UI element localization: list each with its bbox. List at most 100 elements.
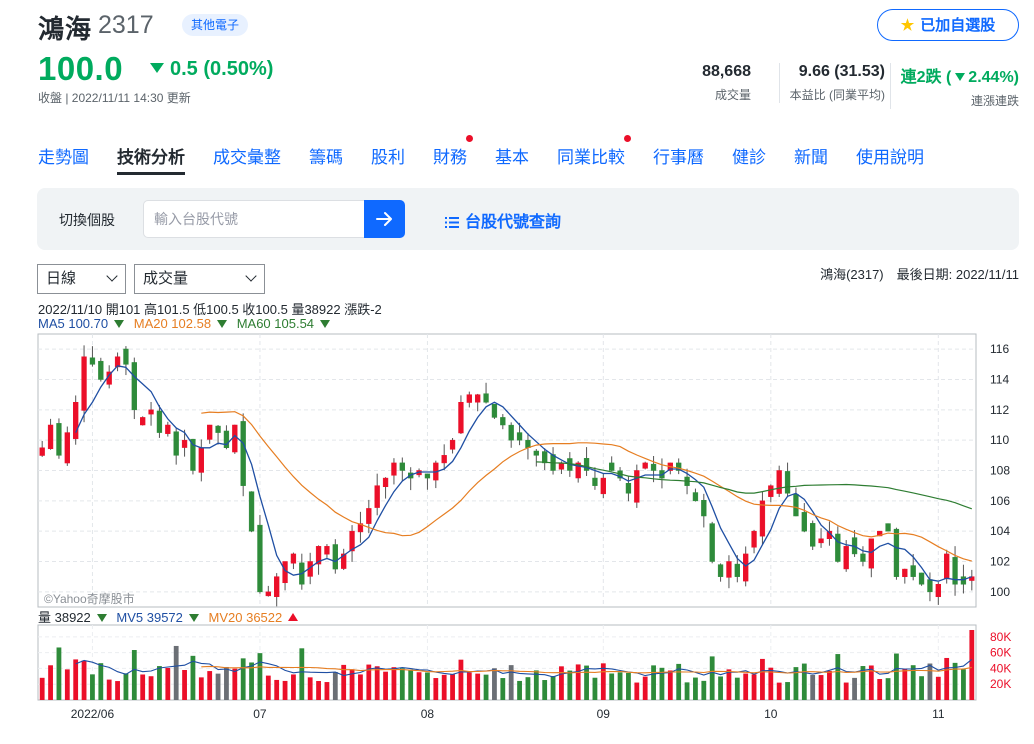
volume-bar <box>642 676 648 700</box>
tab-dividend[interactable]: 股利 <box>371 148 405 167</box>
volume-bar <box>257 653 263 700</box>
volume-bar <box>885 678 891 700</box>
stat-pe-label: 本益比 (同業平均) <box>789 88 885 102</box>
update-status: 收盤 | 2022/11/11 14:30 更新 <box>38 91 191 105</box>
tab-trade-summary[interactable]: 成交彙整 <box>213 148 281 167</box>
code-lookup-link[interactable]: 台股代號查詢 <box>445 208 561 232</box>
candle <box>918 572 925 585</box>
volume-bar <box>483 674 489 700</box>
tab-peer-compare[interactable]: 同業比較 <box>557 135 631 175</box>
tab-technical[interactable]: 技術分析 <box>117 143 185 175</box>
candle <box>743 553 749 582</box>
price-tick-label: 112 <box>990 403 1009 417</box>
stat-streak: 連2跌 (2.44%) 連漲連跌 <box>889 63 1019 109</box>
candle <box>290 553 297 564</box>
ma60-legend: MA60 105.54 <box>236 316 315 331</box>
candle <box>475 394 481 403</box>
candle <box>717 564 724 577</box>
tab-trend[interactable]: 走勢圖 <box>38 148 89 167</box>
tab-chips[interactable]: 籌碼 <box>309 148 343 167</box>
candle <box>198 447 204 473</box>
candle <box>223 430 230 449</box>
stock-switch-panel: 切換個股 台股代號查詢 <box>37 188 1019 250</box>
candle <box>634 470 640 503</box>
stock-search-input[interactable] <box>143 200 365 238</box>
tab-financial[interactable]: 財務 <box>433 135 473 175</box>
candle <box>500 417 506 426</box>
volume-bar <box>265 675 271 700</box>
candle <box>207 424 213 440</box>
volume-bar <box>827 670 832 700</box>
indicator-select[interactable]: 成交量 <box>134 264 265 294</box>
volume-bar <box>165 667 171 700</box>
volume-tick-label: 60K <box>990 646 1011 660</box>
tab-calendar[interactable]: 行事曆 <box>653 148 704 167</box>
volume-bar <box>73 659 79 700</box>
down-triangle-icon <box>188 614 199 622</box>
period-select[interactable]: 日線 <box>37 264 126 294</box>
candle <box>935 584 941 598</box>
volume-bar <box>157 666 162 700</box>
tab-help[interactable]: 使用說明 <box>856 148 924 167</box>
volume-bar <box>215 673 221 700</box>
volume-bar <box>173 645 179 700</box>
search-submit-button[interactable] <box>364 200 405 238</box>
candle <box>349 530 355 552</box>
volume-bar <box>969 629 975 700</box>
ma5-legend: MA5 100.70 <box>38 316 109 331</box>
volume-tick-label: 80K <box>990 630 1011 644</box>
candle <box>332 544 338 570</box>
add-watchlist-button[interactable]: ★ 已加自選股 <box>877 9 1019 41</box>
candle <box>952 557 958 585</box>
volume-bar <box>106 679 112 700</box>
volume-tick-label: 20K <box>990 677 1011 691</box>
volume-bar <box>684 682 690 700</box>
candle <box>759 500 766 537</box>
volume-bar <box>567 670 573 700</box>
candle <box>701 499 707 517</box>
add-watchlist-label: 已加自選股 <box>920 16 996 34</box>
candle <box>156 410 163 433</box>
category-badge[interactable]: 其他電子 <box>182 14 249 36</box>
candle <box>64 432 70 464</box>
volume-bar <box>450 674 455 700</box>
down-triangle-icon <box>217 320 228 328</box>
volume-bar <box>542 680 548 700</box>
candle <box>274 576 280 597</box>
stock-code: 2317 <box>98 11 154 39</box>
volume-bar <box>316 680 321 700</box>
volume-bar <box>600 663 606 700</box>
candle <box>466 394 472 403</box>
mv20-line <box>201 665 972 674</box>
volume-bar <box>408 669 414 700</box>
volume-bar <box>701 680 707 700</box>
volume-bar <box>592 677 598 700</box>
volume-bar <box>90 674 95 700</box>
volume-bar <box>860 666 866 700</box>
candle <box>801 512 807 532</box>
candle <box>625 483 632 494</box>
volume-bar <box>810 675 816 700</box>
volume-bar <box>358 674 363 700</box>
candle <box>893 528 900 577</box>
volume-bar <box>651 665 656 700</box>
tab-news[interactable]: 新聞 <box>794 148 828 167</box>
candle <box>382 477 389 488</box>
volume-bar <box>525 677 531 700</box>
candle <box>265 591 271 597</box>
volume-bar <box>944 657 950 700</box>
candle <box>424 473 431 479</box>
notification-dot <box>624 135 631 142</box>
candle <box>969 576 975 581</box>
candle <box>960 576 967 585</box>
candle <box>240 421 246 486</box>
volume-bar <box>894 653 899 700</box>
volume-bar <box>902 668 908 700</box>
tab-basic[interactable]: 基本 <box>495 148 529 167</box>
ma5-line <box>75 365 973 582</box>
stat-streak-label: 連漲連跌 <box>970 94 1019 108</box>
tab-health[interactable]: 健診 <box>732 148 766 167</box>
volume-bar <box>693 677 698 700</box>
volume-bar <box>667 670 673 700</box>
